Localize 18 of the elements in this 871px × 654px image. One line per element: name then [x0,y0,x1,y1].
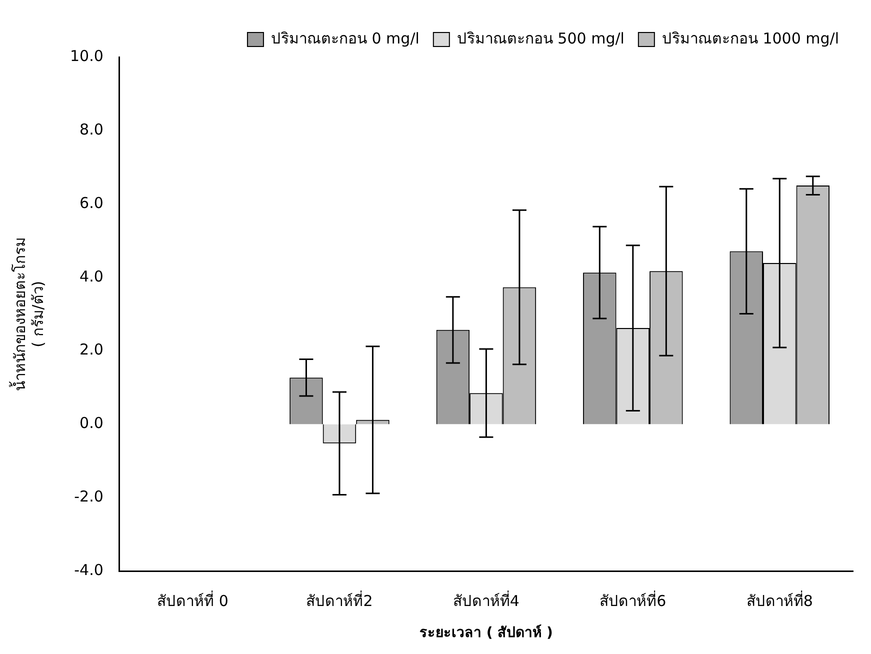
legend-label: ปริมาณตะกอน 500 mg/l [456,29,624,48]
y-axis-title: น้ำหนักของหอยตะโกรม ( กรัม/ตัว) [8,237,47,392]
y-tick-label: 2.0 [80,340,104,359]
y-tick-label: 0.0 [80,414,104,432]
y-tick-label: 10.0 [70,46,104,65]
y-tick-label: 4.0 [80,267,104,286]
x-tick-label: สัปดาห์ที่ 0 [157,590,228,610]
x-axis-title: ระยะเวลา ( สัปดาห์ ) [419,624,553,642]
y-tick-label: -4.0 [74,561,104,580]
legend-label: ปริมาณตะกอน 0 mg/l [270,29,420,48]
legend-label: ปริมาณตะกอน 1000 mg/l [662,29,840,48]
y-tick-label: -2.0 [74,488,104,506]
y-tick-label: 6.0 [80,194,104,212]
y-tick-label: 8.0 [80,120,104,138]
x-tick-label: สัปดาห์ที่2 [306,590,373,610]
x-tick-label: สัปดาห์ที่8 [746,590,813,610]
x-tick-label: สัปดาห์ที่4 [452,590,520,610]
x-tick-label: สัปดาห์ที่6 [600,590,666,610]
